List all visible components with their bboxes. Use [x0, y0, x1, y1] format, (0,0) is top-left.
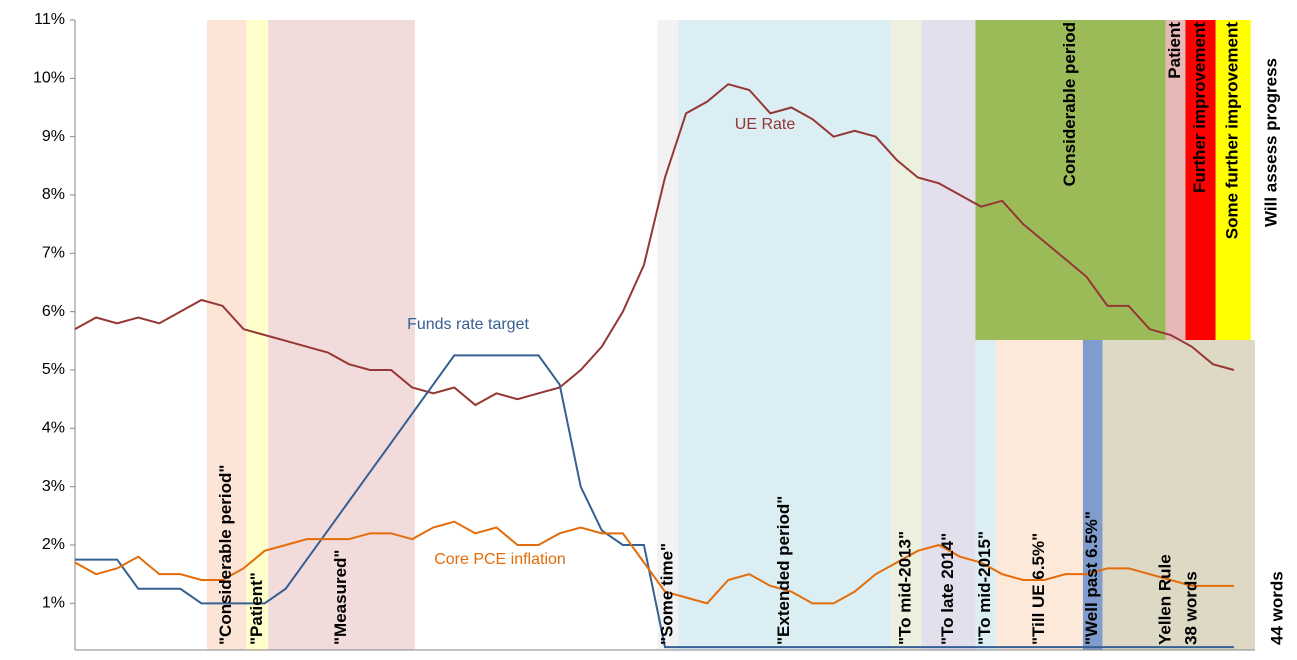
series-line [74, 83, 1235, 407]
y-tick-label: 9% [42, 128, 65, 145]
region [995, 340, 1083, 650]
region [1215, 20, 1251, 340]
region [975, 20, 1166, 340]
y-tick-label: 3% [42, 478, 65, 495]
y-tick-label: 2% [42, 536, 65, 553]
labels: "Considerable period" "Patient" "Measured"… [33, 11, 1242, 645]
region [1185, 20, 1216, 340]
region-label: "To late 2014" [938, 533, 957, 645]
region [207, 20, 247, 650]
regions [207, 20, 1255, 650]
region-label: "Measured" [331, 550, 350, 645]
y-tick-label: 7% [42, 245, 65, 262]
region [268, 20, 415, 650]
series-label: UE Rate [735, 116, 796, 133]
region [890, 20, 922, 650]
region-label: "Well past 6.5%" [1082, 511, 1101, 645]
y-tick-label: 4% [42, 420, 65, 437]
lines [70, 19, 1255, 651]
region [1165, 20, 1186, 340]
region-label: Further improvement [1190, 22, 1209, 193]
region-label: "Patient" [247, 572, 266, 645]
y-tick-label: 11% [34, 11, 65, 28]
region-label: 38 words [1181, 571, 1200, 645]
y-tick-label: 5% [42, 361, 65, 378]
series-label: Core PCE inflation [434, 551, 566, 568]
region [975, 340, 996, 650]
region-label: "Till UE 6.5%" [1029, 533, 1048, 645]
region [246, 20, 269, 650]
series-line [74, 520, 1234, 605]
annotation: 44 words [1267, 571, 1286, 645]
region-label: "Some time" [657, 543, 676, 645]
region [1082, 340, 1103, 650]
region-label: Considerable period [1060, 22, 1079, 186]
y-tick-label: 10% [33, 70, 65, 87]
region [1102, 340, 1255, 650]
region-label: Patient [1165, 22, 1184, 79]
region-label: "To mid-2015" [975, 531, 994, 645]
region [657, 20, 679, 650]
region [921, 20, 976, 650]
region-label: "To mid-2013" [895, 531, 914, 645]
region [678, 20, 891, 650]
annotation: Will assess progress [1261, 58, 1280, 227]
series-label: Funds rate target [407, 316, 529, 333]
y-tick-label: 8% [42, 186, 65, 203]
series-line [75, 354, 1234, 649]
region-label: Yellen Rule [1155, 554, 1174, 645]
region-label: "Considerable period" [216, 465, 235, 645]
region-label: "Extended period" [774, 496, 793, 645]
y-tick-label: 1% [42, 595, 65, 612]
y-tick-label: 6% [42, 303, 65, 320]
region-label: Some further improvement [1223, 22, 1242, 240]
